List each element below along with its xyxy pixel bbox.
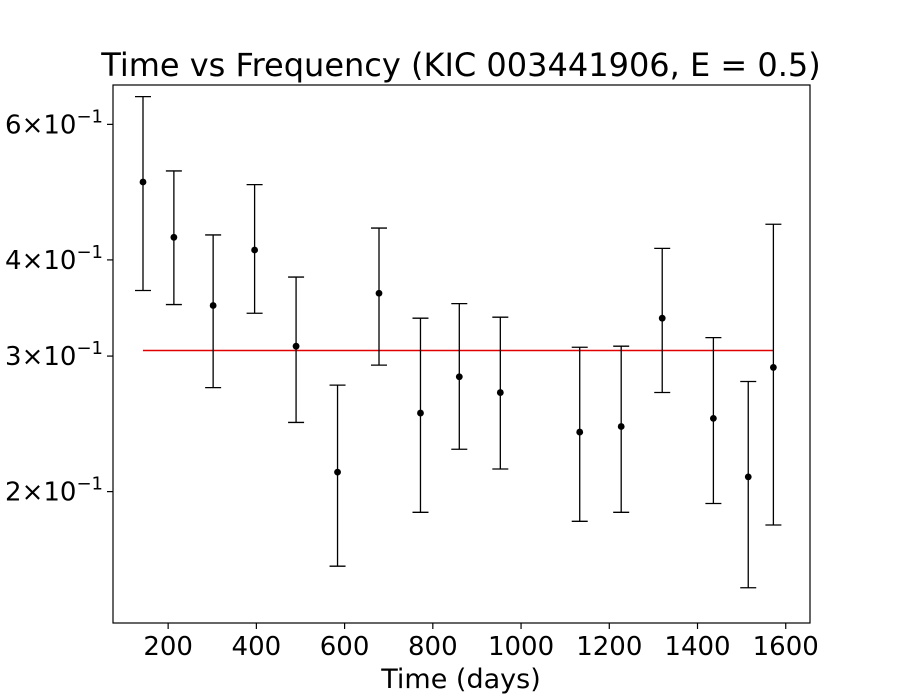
data-point-group xyxy=(134,95,151,292)
data-point xyxy=(292,342,300,350)
data-point xyxy=(209,302,217,309)
data-point-group xyxy=(412,317,429,513)
data-point xyxy=(617,423,625,430)
chart-title: Time vs Frequency (KIC 003441906, E = 0.… xyxy=(100,46,821,84)
data-point xyxy=(769,364,777,371)
data-point-group xyxy=(613,345,630,513)
x-tick-label: 1000 xyxy=(488,632,554,662)
data-point-group xyxy=(654,247,671,394)
data-point xyxy=(496,389,504,396)
data-point-group xyxy=(571,346,588,522)
data-point xyxy=(170,233,178,241)
y-axis: 2×10−1 3×10−1 4×10−1 6×10−1 xyxy=(5,106,113,508)
data-point xyxy=(744,473,752,481)
data-point-group xyxy=(371,227,388,366)
data-point xyxy=(658,314,666,322)
data-point xyxy=(334,468,341,476)
x-tick-label: 1200 xyxy=(576,632,642,662)
data-point-group xyxy=(705,337,722,505)
y-tick-label: 6×10−1 xyxy=(5,106,103,140)
data-point xyxy=(417,409,424,417)
data-point-group xyxy=(765,223,782,526)
x-tick-label: 200 xyxy=(143,632,193,662)
data-point-group xyxy=(205,234,222,389)
data-point xyxy=(576,428,584,436)
data-point xyxy=(251,246,259,254)
data-point-group xyxy=(288,276,305,424)
plot-frame xyxy=(112,84,811,624)
x-tick-label: 1600 xyxy=(753,632,819,662)
x-axis: 200 400 600 800 1000 1200 1400 1600 xyxy=(143,623,819,662)
x-tick-label: 800 xyxy=(408,632,458,662)
data-point xyxy=(375,289,383,297)
data-point-group xyxy=(492,316,509,470)
x-axis-label: Time (days) xyxy=(380,664,540,695)
y-tick-label: 2×10−1 xyxy=(5,474,103,508)
y-tick-label: 4×10−1 xyxy=(5,242,103,276)
y-tick-label: 3×10−1 xyxy=(5,338,103,372)
x-tick-label: 600 xyxy=(320,632,370,662)
plot-area xyxy=(134,95,782,589)
data-point xyxy=(455,373,463,381)
x-tick-label: 400 xyxy=(232,632,282,662)
data-point-group xyxy=(740,380,757,589)
data-point-group xyxy=(329,384,346,567)
x-tick-label: 1400 xyxy=(664,632,730,662)
data-point xyxy=(139,178,147,186)
data-point xyxy=(709,414,717,422)
data-point-group xyxy=(165,170,182,306)
data-point-group xyxy=(451,302,468,450)
data-point-group xyxy=(246,184,263,314)
